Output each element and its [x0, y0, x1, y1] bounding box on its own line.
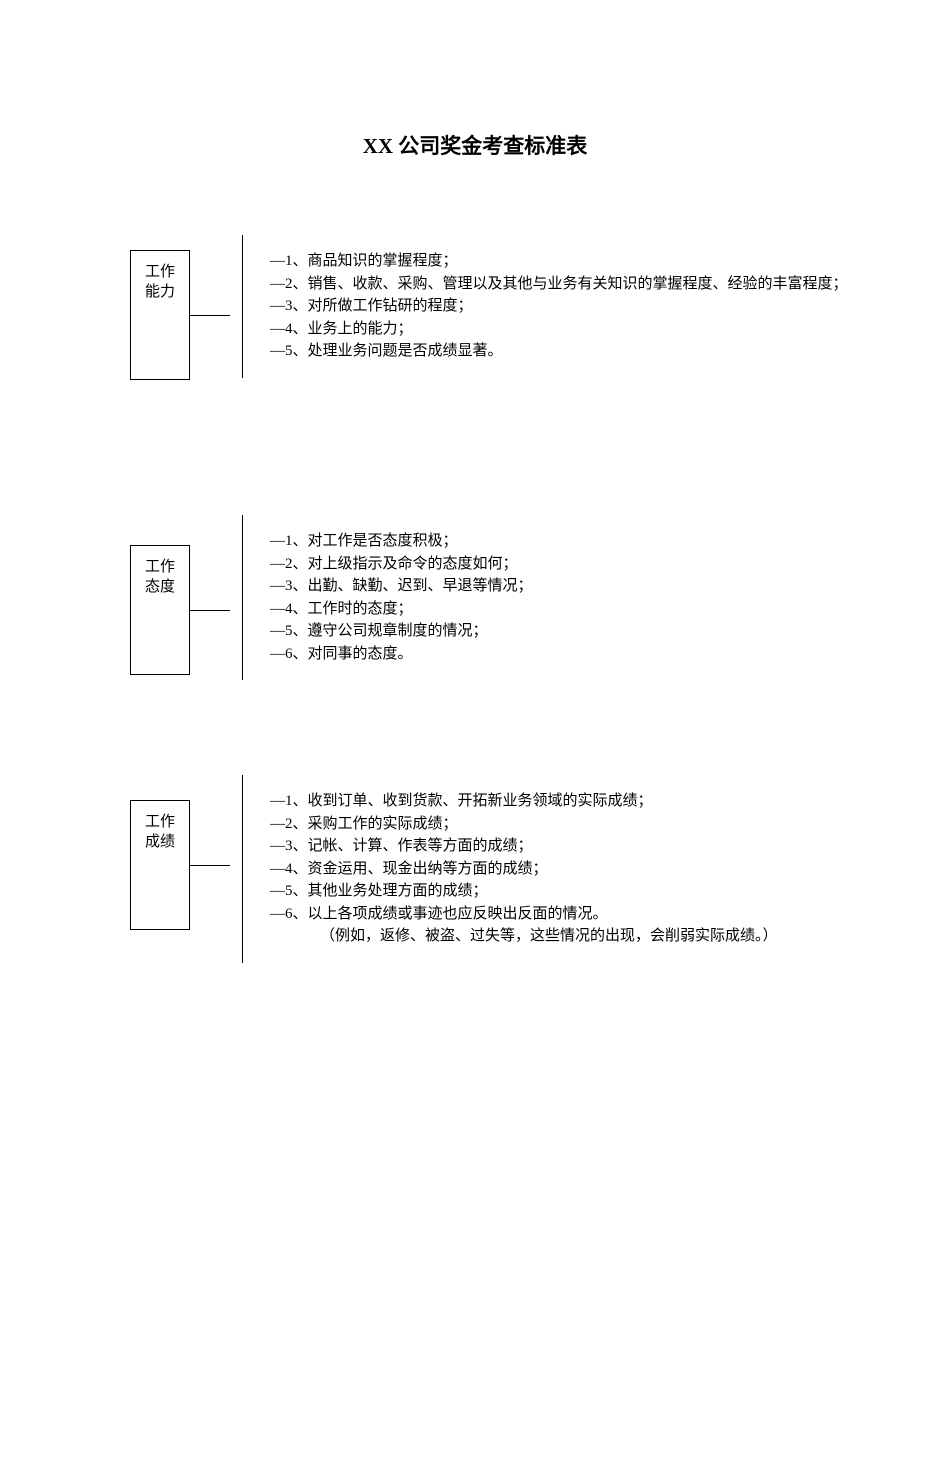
list-item: —4、工作时的态度； — [270, 598, 533, 621]
connector-line — [190, 610, 230, 611]
list-item: —5、遵守公司规章制度的情况； — [270, 620, 533, 643]
list-item: —2、对上级指示及命令的态度如何； — [270, 553, 533, 576]
box-label-line1: 工作 — [145, 813, 175, 833]
list-item: —2、销售、收款、采购、管理以及其他与业务有关知识的掌握程度、经验的丰富程度； — [270, 273, 848, 296]
page-title: XX 公司奖金考查标准表 — [0, 130, 950, 160]
list-item: —1、商品知识的掌握程度； — [270, 250, 848, 273]
list-item: —1、收到订单、收到货款、开拓新业务领域的实际成绩； — [270, 790, 778, 813]
list-item: —3、出勤、缺勤、迟到、早退等情况； — [270, 575, 533, 598]
items-list-ability: —1、商品知识的掌握程度； —2、销售、收款、采购、管理以及其他与业务有关知识的… — [270, 230, 848, 383]
bracket-container: —1、收到订单、收到货款、开拓新业务领域的实际成绩； —2、采购工作的实际成绩；… — [230, 770, 778, 968]
list-item: —1、对工作是否态度积极； — [270, 530, 533, 553]
items-list-performance: —1、收到订单、收到货款、开拓新业务领域的实际成绩； —2、采购工作的实际成绩；… — [270, 770, 778, 968]
list-item: —4、资金运用、现金出纳等方面的成绩； — [270, 858, 778, 881]
list-item: —5、处理业务问题是否成绩显著。 — [270, 340, 848, 363]
box-label-line2: 成绩 — [145, 833, 175, 853]
box-label-line1: 工作 — [145, 263, 175, 283]
box-label-line2: 态度 — [145, 578, 175, 598]
category-box-attitude: 工作 态度 — [130, 545, 190, 675]
list-item: —2、采购工作的实际成绩； — [270, 813, 778, 836]
section-work-performance: 工作 成绩 —1、收到订单、收到货款、开拓新业务领域的实际成绩； —2、采购工作… — [130, 770, 950, 930]
bracket-icon — [230, 770, 255, 968]
category-box-performance: 工作 成绩 — [130, 800, 190, 930]
list-item-note: （例如，返修、被盗、过失等，这些情况的出现，会削弱实际成绩。） — [270, 925, 778, 948]
section-work-ability: 工作 能力 —1、商品知识的掌握程度； —2、销售、收款、采购、管理以及其他与业… — [130, 230, 950, 390]
bracket-container: —1、对工作是否态度积极； —2、对上级指示及命令的态度如何； —3、出勤、缺勤… — [230, 510, 533, 685]
list-item: —5、其他业务处理方面的成绩； — [270, 880, 778, 903]
connector-line — [190, 865, 230, 866]
list-item: —4、业务上的能力； — [270, 318, 848, 341]
bracket-icon — [230, 230, 255, 383]
items-list-attitude: —1、对工作是否态度积极； —2、对上级指示及命令的态度如何； —3、出勤、缺勤… — [270, 510, 533, 685]
section-work-attitude: 工作 态度 —1、对工作是否态度积极； —2、对上级指示及命令的态度如何； —3… — [130, 510, 950, 670]
list-item: —6、以上各项成绩或事迹也应反映出反面的情况。 — [270, 903, 778, 926]
connector-line — [190, 315, 230, 316]
category-box-ability: 工作 能力 — [130, 250, 190, 380]
list-item: —3、对所做工作钻研的程度； — [270, 295, 848, 318]
bracket-container: —1、商品知识的掌握程度； —2、销售、收款、采购、管理以及其他与业务有关知识的… — [230, 230, 848, 383]
list-item: —3、记帐、计算、作表等方面的成绩； — [270, 835, 778, 858]
box-label-line1: 工作 — [145, 558, 175, 578]
bracket-icon — [230, 510, 255, 685]
list-item: —6、对同事的态度。 — [270, 643, 533, 666]
box-label-line2: 能力 — [145, 283, 175, 303]
